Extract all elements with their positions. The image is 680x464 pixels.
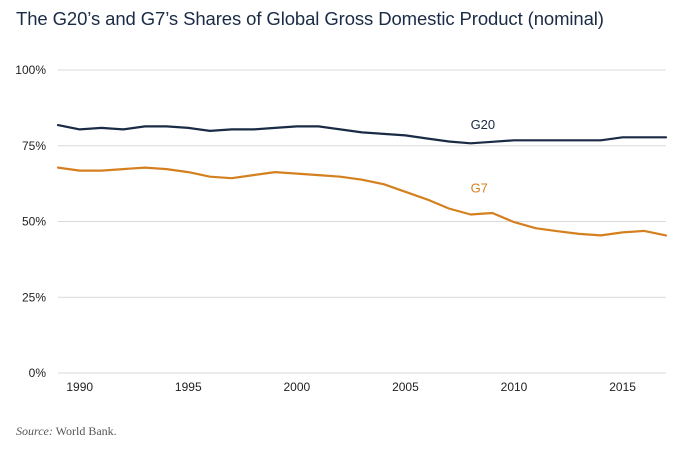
source-text: World Bank.	[52, 424, 117, 438]
x-tick-label: 2000	[284, 380, 311, 394]
series-label-g20: G20	[471, 117, 496, 132]
y-tick-label: 0%	[29, 366, 47, 380]
source-note: Source: World Bank.	[16, 424, 117, 439]
series-line-g7	[56, 166, 668, 237]
series-line-g20	[56, 123, 668, 145]
x-tick-label: 1990	[66, 380, 93, 394]
y-tick-label: 25%	[22, 290, 46, 304]
y-tick-label: 50%	[22, 215, 46, 229]
x-tick-label: 1995	[175, 380, 202, 394]
x-tick-label: 2015	[609, 380, 636, 394]
y-tick-label: 75%	[22, 139, 46, 153]
series-label-g7: G7	[471, 181, 488, 196]
source-label: Source:	[16, 424, 53, 438]
chart-title: The G20’s and G7’s Shares of Global Gros…	[16, 8, 604, 29]
x-tick-label: 2010	[501, 380, 528, 394]
y-tick-label: 100%	[15, 63, 46, 77]
x-tick-label: 2005	[392, 380, 419, 394]
